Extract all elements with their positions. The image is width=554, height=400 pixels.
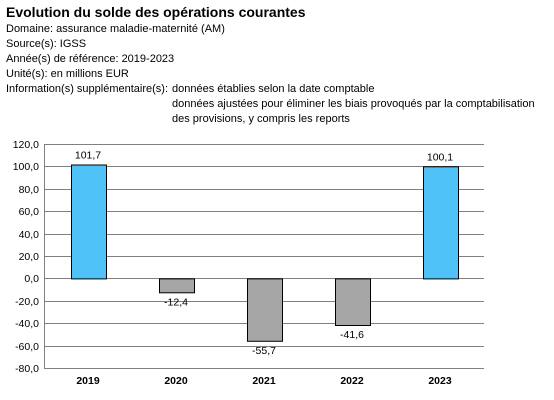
x-tick-label: 2019 (76, 375, 100, 387)
data-label: -41,6 (340, 329, 364, 341)
y-tick-label: 20,0 (19, 251, 40, 263)
bar-2019 (71, 164, 107, 280)
x-tick-label: 2020 (164, 375, 188, 387)
y-tick-label: 0,0 (24, 273, 39, 285)
data-label: 100,1 (427, 151, 453, 163)
additional-info: Information(s) supplémentaire(s): donnée… (6, 82, 550, 127)
y-tick-label: -40,0 (15, 318, 39, 330)
data-label: -55,7 (252, 345, 276, 357)
x-tick-label: 2023 (428, 375, 452, 387)
chart-title: Evolution du solde des opérations couran… (6, 4, 306, 20)
unit-line: Unité(s): en millions EUR (6, 68, 129, 80)
y-tick-label: -20,0 (15, 296, 39, 308)
chart-header: Evolution du solde des opérations couran… (6, 4, 550, 127)
x-tick-label: 2021 (252, 375, 276, 387)
additional-info-values: données établies selon la date comptable… (168, 82, 550, 127)
data-label: -12,4 (164, 296, 188, 308)
bar-2022 (335, 278, 371, 326)
domain-line: Domaine: assurance maladie-maternité (AM… (6, 23, 225, 35)
data-label: 101,7 (75, 149, 101, 161)
y-tick-label: -80,0 (15, 363, 39, 375)
x-tick-label: 2022 (340, 375, 364, 387)
y-tick-label: 100,0 (13, 161, 39, 173)
bar-2023 (423, 166, 459, 280)
bar-2021 (247, 278, 283, 342)
y-tick-label: 80,0 (19, 184, 40, 196)
y-tick-label: -60,0 (15, 341, 39, 353)
additional-info-item: données ajustées pour éliminer les biais… (172, 98, 535, 125)
additional-info-item: données établies selon la date comptable (172, 83, 375, 95)
y-tick-label: 60,0 (19, 206, 40, 218)
additional-info-label: Information(s) supplémentaire(s): (6, 83, 169, 95)
y-tick-label: 120,0 (13, 139, 39, 151)
y-tick-label: 40,0 (19, 229, 40, 241)
reference-years-line: Année(s) de référence: 2019-2023 (6, 53, 175, 65)
source-line: Source(s): IGSS (6, 38, 87, 50)
bar-2020 (159, 278, 195, 294)
